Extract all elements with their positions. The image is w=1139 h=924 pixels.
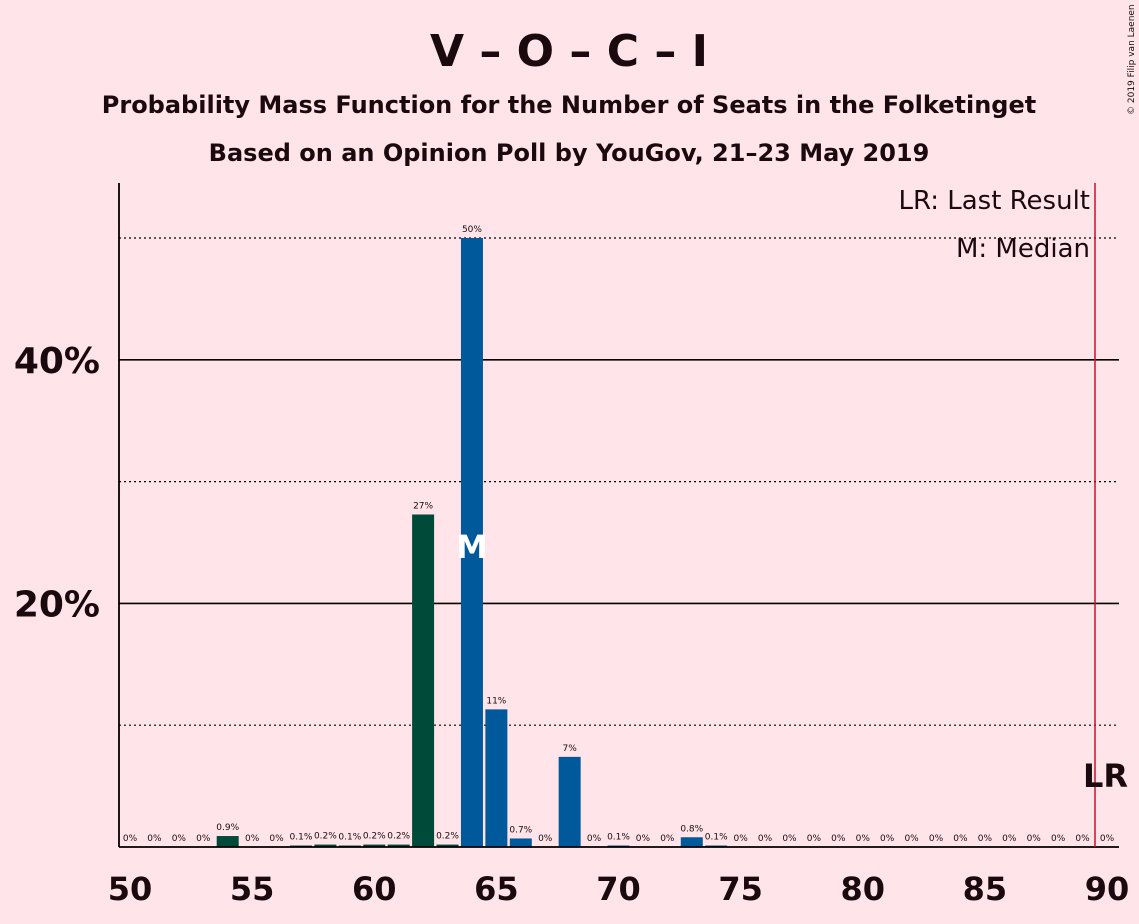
data-label-seat-54: 0.9% (216, 823, 239, 833)
data-label-seat-56: 0% (269, 834, 284, 844)
data-label-seat-63: 0.2% (436, 832, 459, 842)
x-tick-55: 55 (230, 870, 275, 908)
chart-title: V – O – C – I (430, 26, 708, 77)
data-labels: 0% 0% 0% 0%0.9%0% 0% 0.1% 0.2% 0.1% 0.2% 0.2%27%0… (123, 225, 1115, 844)
y-tick-40: 40% (14, 341, 100, 382)
y-tick-20: 20% (14, 584, 100, 625)
data-label-seat-88: 0% (1051, 834, 1066, 844)
median-marker: M (456, 528, 488, 566)
x-axis-ticks: 50 55 60 65 70 75 80 85 90 (108, 870, 1130, 908)
data-label-seat-86: 0% (1002, 834, 1017, 844)
data-label-seat-50: 0% (123, 834, 138, 844)
data-label-seat-65: 11% (486, 696, 506, 706)
data-label-seat-67: 0% (538, 834, 553, 844)
legend-last-result: LR: Last Result (898, 186, 1090, 216)
data-label-seat-59: 0.1% (338, 833, 361, 843)
copyright-notice: © 2019 Filip van Laenen (1127, 4, 1137, 115)
bar-seat-63 (436, 844, 459, 847)
bar-seat-65 (485, 709, 508, 847)
x-tick-70: 70 (596, 870, 641, 908)
data-label-seat-80: 0% (856, 834, 871, 844)
data-label-seat-51: 0% (147, 834, 162, 844)
data-label-seat-53: 0% (196, 834, 211, 844)
data-label-seat-68: 7% (563, 744, 578, 754)
data-label-seat-60: 0.2% (363, 832, 386, 842)
x-tick-90: 90 (1085, 870, 1130, 908)
data-label-seat-52: 0% (172, 834, 187, 844)
data-label-seat-69: 0% (587, 834, 602, 844)
x-tick-65: 65 (474, 870, 519, 908)
data-label-seat-79: 0% (831, 834, 846, 844)
axes (118, 183, 1119, 848)
data-label-seat-81: 0% (880, 834, 895, 844)
bar-seat-73 (680, 837, 703, 847)
data-label-seat-64: 50% (462, 225, 482, 235)
data-label-seat-76: 0% (758, 834, 773, 844)
y-axis-ticks: 20% 40% (14, 341, 100, 626)
x-tick-50: 50 (108, 870, 153, 908)
legend-median: M: Median (956, 234, 1090, 264)
data-label-seat-78: 0% (807, 834, 822, 844)
data-label-seat-75: 0% (733, 834, 748, 844)
x-tick-60: 60 (352, 870, 397, 908)
data-label-seat-87: 0% (1027, 834, 1042, 844)
bar-seat-66 (509, 838, 532, 847)
chart-subtitle-poll: Based on an Opinion Poll by YouGov, 21–2… (209, 139, 930, 167)
last-result-marker: LR (1083, 757, 1128, 795)
data-label-seat-66: 0.7% (509, 825, 532, 835)
data-label-seat-82: 0% (904, 834, 919, 844)
bar-seat-64 (460, 238, 483, 847)
bar-seat-68 (558, 756, 581, 847)
bar-seat-60 (363, 844, 386, 847)
bar-seat-62 (412, 514, 435, 847)
data-label-seat-83: 0% (929, 834, 944, 844)
x-tick-80: 80 (840, 870, 885, 908)
data-label-seat-71: 0% (636, 834, 651, 844)
data-label-seat-57: 0.1% (290, 833, 313, 843)
bar-seat-54 (216, 836, 239, 847)
bars (216, 238, 728, 847)
data-label-seat-73: 0.8% (680, 824, 703, 834)
data-label-seat-89: 0% (1075, 834, 1090, 844)
data-label-seat-84: 0% (953, 834, 968, 844)
grid-lines (119, 237, 1119, 726)
data-label-seat-62: 27% (413, 501, 433, 511)
x-tick-85: 85 (963, 870, 1008, 908)
data-label-seat-58: 0.2% (314, 832, 337, 842)
data-label-seat-74: 0.1% (705, 833, 728, 843)
markers: M LR (456, 183, 1128, 847)
chart-subtitle: Probability Mass Function for the Number… (102, 91, 1036, 119)
bar-seat-61 (387, 844, 410, 847)
data-label-seat-85: 0% (978, 834, 993, 844)
x-tick-75: 75 (718, 870, 763, 908)
data-label-seat-55: 0% (245, 834, 260, 844)
data-label-seat-90: 0% (1100, 834, 1115, 844)
data-label-seat-77: 0% (782, 834, 797, 844)
data-label-seat-72: 0% (660, 834, 675, 844)
bar-seat-58 (314, 844, 337, 847)
data-label-seat-70: 0.1% (607, 833, 630, 843)
data-label-seat-61: 0.2% (387, 832, 410, 842)
